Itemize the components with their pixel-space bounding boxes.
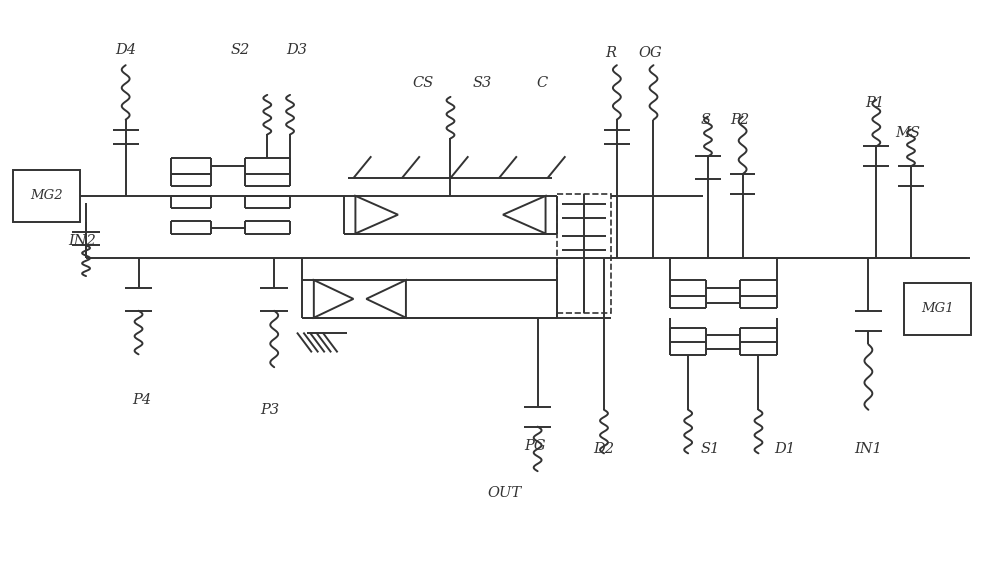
Bar [904,283,971,335]
Text: S3: S3 [473,76,492,90]
Polygon shape [355,196,398,234]
Text: P1: P1 [865,96,884,110]
Text: C: C [536,76,547,90]
Text: D4: D4 [115,44,136,57]
Polygon shape [366,280,406,317]
Text: OUT: OUT [488,486,522,500]
Text: PG: PG [524,439,545,453]
Text: MG2: MG2 [30,190,63,202]
Text: S2: S2 [231,44,250,57]
Text: OG: OG [639,46,662,60]
Text: MG1: MG1 [921,303,954,315]
Text: S1: S1 [700,442,720,457]
Text: P2: P2 [730,113,749,127]
Text: P4: P4 [132,393,151,407]
Bar [13,170,80,222]
Text: P3: P3 [261,403,280,417]
Text: IN1: IN1 [855,442,882,457]
Text: R: R [605,46,616,60]
Polygon shape [503,196,546,234]
Bar [557,194,611,313]
Text: D3: D3 [286,44,307,57]
Text: S: S [701,113,711,127]
Text: D2: D2 [593,442,614,457]
Text: IN2: IN2 [68,234,96,249]
Polygon shape [314,280,353,317]
Text: CS: CS [412,76,433,90]
Text: D1: D1 [775,442,796,457]
Text: MS: MS [896,125,921,139]
